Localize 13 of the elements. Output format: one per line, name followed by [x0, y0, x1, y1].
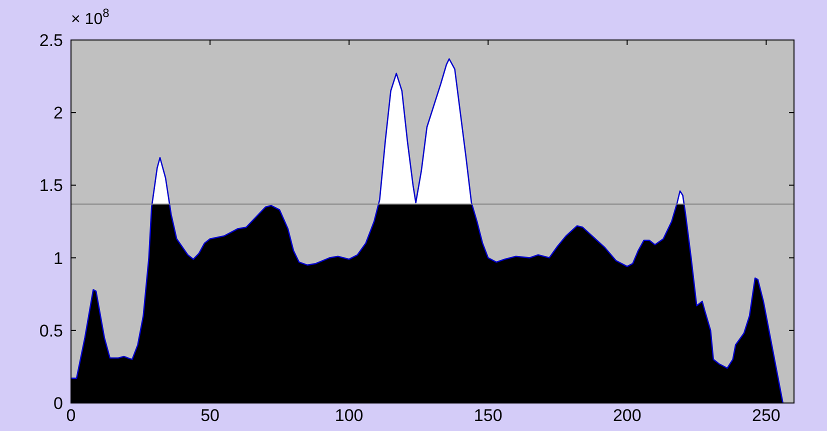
y-tick-label: 2	[54, 104, 63, 123]
y-tick-label: 2.5	[39, 31, 63, 50]
x-tick-label: 50	[200, 406, 220, 425]
x-tick-label: 200	[612, 406, 642, 425]
x-tick-label: 0	[66, 406, 76, 425]
x-tick-label: 150	[474, 406, 502, 425]
y-tick-label: 0.5	[39, 321, 63, 340]
y-tick-label: 0	[54, 394, 63, 413]
y-tick-label: 1.5	[39, 176, 63, 196]
x-tick-label: 100	[334, 406, 364, 425]
text: × 10$^{8}$	[71, 6, 110, 28]
x-tick-label: 250	[752, 406, 780, 425]
y-tick-label: 1	[54, 248, 63, 268]
